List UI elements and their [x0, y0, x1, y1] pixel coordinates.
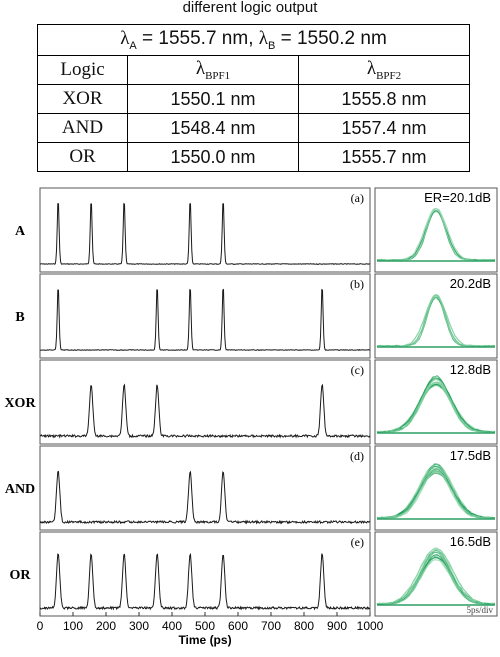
bpf-wavelength-table: λA = 1555.7 nm, λB = 1550.2 nm Logic λBP… — [36, 24, 471, 172]
x-tick-label: 600 — [228, 619, 248, 633]
eye-trace — [376, 551, 496, 605]
bpf1-cell: 1550.0 nm — [127, 142, 299, 172]
x-tick-label: 700 — [261, 619, 281, 633]
lambda-b-symbol: λ — [258, 28, 268, 50]
extinction-ratio-label: 17.5dB — [450, 448, 491, 463]
lambda-b-value: = 1550.2 nm — [275, 28, 387, 50]
extinction-ratio-label: ER=20.1dB — [424, 190, 491, 205]
extinction-ratio-label: 12.8dB — [450, 362, 491, 377]
bpf1-symbol: λ — [195, 58, 206, 80]
panel-row-label: XOR — [4, 396, 36, 411]
panel-tag: (d) — [350, 449, 364, 463]
panel-tag: (e) — [351, 535, 364, 549]
table-row-input-wavelengths: λA = 1555.7 nm, λB = 1550.2 nm — [37, 24, 470, 56]
logic-waveform-figure: A (a) ER=20.1dB B (b) 20.2dB XOR (c) 12.8dB AND (d… — [4, 187, 498, 647]
waveform-frame — [39, 445, 371, 531]
lambda-a-symbol: λ — [120, 28, 130, 50]
waveform-trace — [39, 470, 371, 525]
panel-row-label: AND — [5, 482, 35, 497]
bpf1-cell: 1548.4 nm — [127, 113, 299, 143]
input-wavelengths-cell: λA = 1555.7 nm, λB = 1550.2 nm — [37, 24, 470, 56]
panel-tag: (b) — [350, 277, 364, 291]
bpf1-cell: 1550.1 nm — [127, 84, 299, 114]
logic-cell: XOR — [36, 84, 129, 114]
panel-xor: XOR (c) 12.8dB — [4, 359, 498, 445]
panel-tag: (a) — [351, 191, 364, 205]
lambda-a-subscript: A — [129, 39, 137, 52]
waveform-frame — [39, 187, 371, 273]
panel-b: B (b) 20.2dB — [15, 273, 498, 359]
x-tick-label: 200 — [96, 619, 116, 633]
x-tick-label: 0 — [37, 619, 44, 633]
panel-row-label: B — [15, 310, 24, 325]
eye-trace — [376, 378, 496, 433]
bpf1-subscript: BPF1 — [205, 69, 231, 82]
panel-or: OR (e) 16.5dB — [10, 531, 498, 617]
x-tick-label: 400 — [162, 619, 182, 633]
bpf2-cell: 1555.7 nm — [297, 142, 471, 172]
extinction-ratio-label: 20.2dB — [450, 276, 491, 291]
bpf2-symbol: λ — [366, 58, 377, 80]
panel-a: A (a) ER=20.1dB — [15, 187, 498, 273]
panel-tag: (c) — [351, 363, 364, 377]
bpf2-cell: 1555.8 nm — [297, 84, 471, 114]
x-axis-label: Time (ps) — [178, 633, 231, 647]
panel-row-label: A — [15, 224, 26, 239]
eye-trace — [376, 548, 496, 605]
eye-trace — [376, 549, 496, 605]
bpf2-cell: 1557.4 nm — [297, 113, 471, 143]
eye-scale-label: 5ps/div — [466, 605, 493, 615]
table-row: XOR 1550.1 nm 1555.8 nm — [36, 84, 471, 114]
eye-diagram-frame — [374, 273, 498, 359]
panel-row-label: OR — [10, 568, 32, 583]
col-bpf2-header: λBPF2 — [297, 55, 471, 85]
col-bpf1-header: λBPF1 — [127, 55, 299, 85]
x-tick-label: 300 — [129, 619, 149, 633]
table-row: OR 1550.0 nm 1555.7 nm — [36, 142, 471, 172]
table-row: AND 1548.4 nm 1557.4 nm — [36, 113, 471, 143]
x-tick-label: 500 — [195, 619, 215, 633]
waveform-trace — [40, 203, 370, 265]
x-tick-label: 900 — [327, 619, 347, 633]
x-tick-label: 1000 — [357, 619, 384, 633]
logic-cell: AND — [36, 113, 129, 143]
panel-and: AND (d) 17.5dB — [5, 445, 498, 531]
waveform-trace — [39, 552, 371, 611]
eye-trace — [377, 469, 496, 520]
x-tick-label: 100 — [63, 619, 83, 633]
waveform-trace — [39, 383, 371, 439]
eye-diagram-frame — [374, 187, 498, 273]
lambda-b-subscript: B — [267, 39, 276, 52]
bpf2-subscript: BPF2 — [376, 69, 402, 82]
col-logic-header: Logic — [36, 55, 129, 85]
logic-cell: OR — [36, 142, 129, 172]
waveform-frame — [39, 273, 371, 359]
table-row-header: Logic λBPF1 λBPF2 — [36, 55, 471, 85]
waveform-trace — [40, 288, 371, 351]
figure-caption: different logic output — [182, 0, 318, 16]
lambda-a-value: = 1555.7 nm, — [136, 28, 259, 50]
extinction-ratio-label: 16.5dB — [450, 534, 491, 549]
x-tick-label: 800 — [294, 619, 314, 633]
